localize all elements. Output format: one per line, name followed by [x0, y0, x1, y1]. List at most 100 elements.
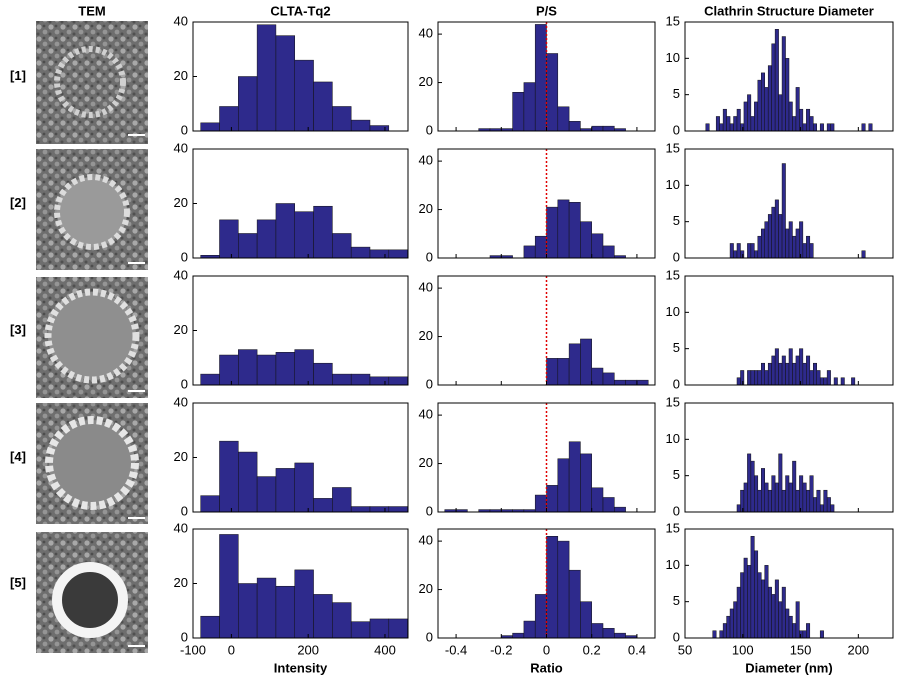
y-tick-label: 20	[174, 449, 188, 464]
bar	[785, 608, 790, 639]
bar	[534, 494, 547, 513]
x-tick-label: 200	[297, 642, 319, 657]
bar	[764, 221, 769, 259]
bar	[792, 362, 797, 386]
bar	[799, 221, 804, 259]
bar	[761, 579, 765, 639]
bar	[332, 602, 352, 639]
bar	[743, 101, 748, 132]
bar	[767, 65, 772, 132]
bar	[802, 362, 807, 386]
bar	[757, 489, 762, 513]
y-tick-label: 0	[181, 249, 188, 264]
bar	[736, 108, 741, 132]
bar	[754, 370, 759, 386]
bar	[534, 235, 547, 259]
x-tick-label: 50	[678, 642, 692, 657]
bar	[722, 108, 727, 132]
bar	[767, 362, 772, 386]
bar	[740, 250, 745, 259]
y-tick-label: 0	[426, 249, 433, 264]
bar	[238, 451, 258, 513]
bar	[523, 82, 536, 132]
bar	[785, 475, 790, 513]
bar	[750, 243, 755, 259]
bar	[733, 116, 738, 132]
bar	[799, 475, 804, 513]
bar	[795, 601, 800, 639]
bar	[557, 458, 570, 513]
y-tick-label: 10	[666, 431, 680, 446]
bar	[275, 468, 295, 513]
tem-particle	[45, 416, 139, 510]
bar	[256, 577, 277, 639]
y-tick-label: 0	[181, 503, 188, 518]
bar	[636, 379, 649, 386]
bar	[557, 540, 570, 639]
bar	[806, 489, 811, 513]
bar	[726, 116, 731, 132]
bar	[785, 228, 790, 259]
bar	[851, 377, 856, 386]
y-tick-label: 10	[666, 304, 680, 319]
y-tick-label: 0	[426, 122, 433, 137]
bar	[785, 362, 790, 386]
bar	[568, 441, 581, 513]
bar	[816, 370, 821, 386]
bar	[806, 355, 811, 386]
bar	[826, 370, 831, 386]
bar	[722, 623, 727, 639]
bar	[568, 569, 581, 639]
bar	[754, 550, 759, 639]
bar	[809, 243, 814, 259]
bar	[781, 36, 786, 132]
bar	[313, 205, 333, 259]
bar	[823, 489, 828, 513]
bar	[591, 487, 604, 513]
bar	[747, 243, 752, 259]
bar	[200, 495, 220, 513]
bar	[802, 123, 807, 132]
bar	[819, 377, 824, 386]
tem-particle	[52, 562, 128, 638]
bar	[332, 233, 352, 259]
bar	[771, 594, 776, 639]
bar	[591, 367, 604, 386]
y-tick-label: 5	[673, 86, 680, 101]
y-tick-label: 40	[419, 26, 433, 41]
row-label: [5]	[10, 575, 26, 590]
bar	[774, 199, 779, 259]
y-tick-label: 10	[666, 557, 680, 572]
y-tick-label: 40	[419, 280, 433, 295]
y-tick-label: 20	[419, 455, 433, 470]
bar	[757, 235, 762, 259]
bar	[350, 246, 371, 259]
bar	[781, 163, 786, 259]
bar	[767, 214, 772, 259]
x-tick-label: -100	[180, 642, 206, 657]
bar	[369, 506, 390, 513]
bar	[750, 370, 755, 386]
bar	[350, 373, 371, 386]
bar	[275, 352, 295, 386]
y-tick-label: 40	[419, 407, 433, 422]
bar	[823, 377, 828, 386]
bar	[238, 233, 258, 259]
bar	[729, 608, 734, 639]
bar	[747, 565, 752, 639]
bar	[369, 249, 390, 259]
bar	[726, 615, 731, 639]
bar	[719, 123, 724, 132]
bar	[219, 219, 239, 259]
x-axis-label: Diameter (nm)	[745, 660, 832, 675]
bar	[580, 601, 592, 639]
bar	[512, 91, 525, 132]
bar	[546, 536, 559, 639]
bar	[313, 594, 333, 639]
bar	[788, 221, 793, 259]
bar	[764, 565, 769, 639]
bar	[350, 506, 371, 513]
bar	[764, 482, 769, 513]
column-title: CLTA-Tq2	[270, 3, 330, 18]
bar	[840, 377, 845, 386]
